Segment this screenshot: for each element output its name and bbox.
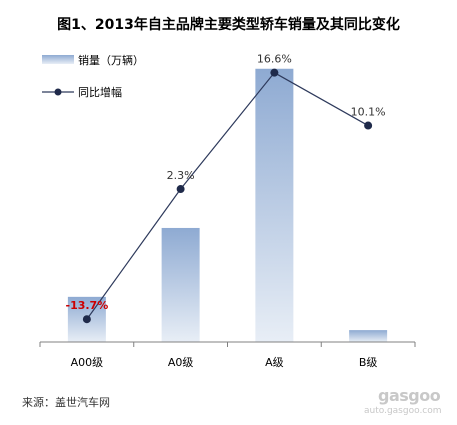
data-label-2: 16.6%: [257, 53, 292, 66]
bar-series: [67, 68, 388, 342]
chart-title: 图1、2013年自主品牌主要类型轿车销量及其同比变化: [57, 17, 400, 33]
data-label-0: -13.7%: [66, 299, 109, 312]
gasgoo-watermark: gasgoo auto.gasgoo.com: [360, 384, 452, 420]
legend-line-marker: [54, 88, 62, 96]
data-label-3: 10.1%: [351, 106, 386, 119]
bar-1: [161, 227, 200, 342]
bar-2: [255, 68, 294, 342]
bar-3: [349, 330, 388, 342]
watermark-logo: gasgoo: [378, 386, 441, 405]
legend-bar-label: 销量（万辆）: [78, 53, 144, 67]
x-tick-label: A00级: [71, 356, 104, 369]
x-axis: A00级 A0级 A级 B级: [39, 341, 416, 369]
legend-bar-swatch: [42, 55, 74, 64]
line-point-3: [364, 121, 373, 130]
line-series: -13.7% 2.3% 16.6% 10.1%: [66, 53, 386, 324]
line-point-0: [82, 315, 91, 324]
line-point-2: [270, 68, 279, 77]
x-tick-label: B级: [359, 356, 378, 369]
data-label-1: 2.3%: [167, 169, 195, 182]
x-tick-label: A级: [265, 356, 284, 369]
legend-line-label: 同比增幅: [78, 85, 122, 99]
line-point-1: [176, 185, 185, 194]
line-path: [86, 71, 369, 320]
source-note: 来源：盖世汽车网: [22, 396, 110, 409]
x-tick-label: A0级: [168, 356, 194, 369]
watermark-url: auto.gasgoo.com: [364, 406, 442, 416]
chart-legend: 销量（万辆） 同比增幅: [42, 53, 144, 99]
